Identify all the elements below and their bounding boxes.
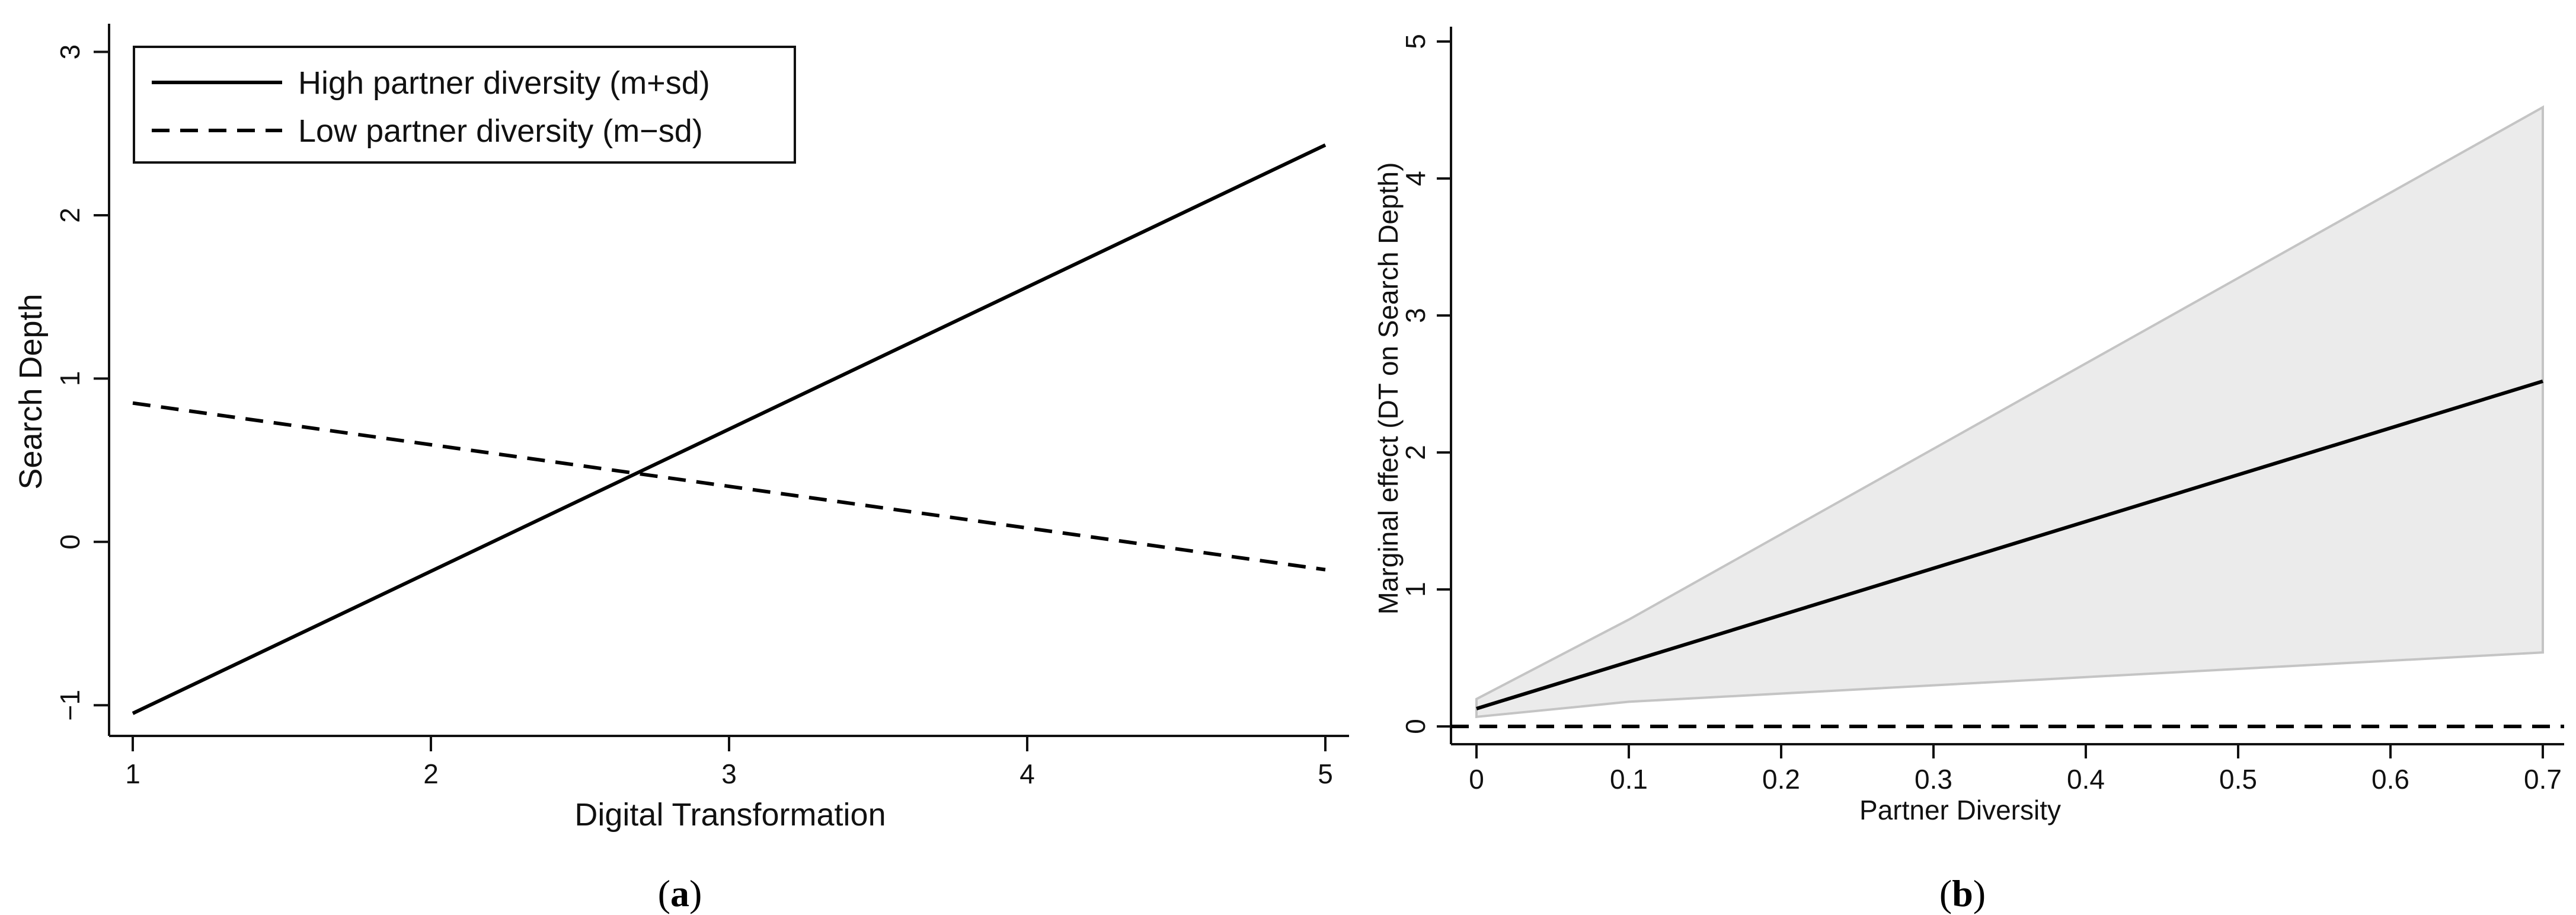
panel-a-x-tick-label: 4	[1019, 758, 1035, 789]
panel-a-x-ticks: 1 2 3 4 5	[125, 736, 1333, 789]
panel-b: 0 0.1 0.2 0.3 0.4 0.5 0.6 0.7 0 1 2 3 4 5 Partner Di…	[1373, 27, 2564, 825]
caption-a: (a)	[658, 872, 702, 914]
panel-a-x-tick-label: 2	[423, 758, 439, 789]
panel-b-x-tick-label: 0	[1469, 764, 1484, 795]
panel-a-x-axis-title: Digital Transformation	[574, 797, 886, 833]
series-line-low-diversity	[132, 401, 1326, 572]
series-line-high-diversity	[132, 143, 1327, 715]
panel-b-x-tick-label: 0.5	[2219, 764, 2257, 795]
panel-a-y-ticks: −1 0 1 2 3	[55, 44, 109, 720]
marginal-effect-line	[1476, 380, 2543, 710]
panel-a: 1 2 3 4 5 −1 0 1 2 3 Digital Transformation Sear…	[13, 24, 1349, 833]
panel-a-y-tick-label: 0	[55, 534, 85, 550]
panel-b-x-tick-label: 0.1	[1610, 764, 1648, 795]
panel-b-x-tick-label: 0.7	[2524, 764, 2562, 795]
panel-a-x-tick-label: 1	[125, 758, 140, 789]
panel-a-y-tick-label: 3	[55, 44, 85, 60]
confidence-band-area	[1475, 105, 2544, 719]
panel-a-y-tick-label: −1	[55, 690, 85, 720]
panel-a-y-tick-label: 1	[55, 371, 85, 387]
panel-b-y-tick-label: 0	[1400, 719, 1431, 734]
panel-a-x-tick-label: 3	[721, 758, 737, 789]
panel-a-y-axis-title: Search Depth	[13, 294, 49, 489]
panel-a-legend: High partner diversity (m+sd) Low partne…	[133, 46, 796, 164]
panel-b-y-tick-label: 5	[1400, 34, 1431, 49]
panel-b-x-tick-label: 0.3	[1915, 764, 1952, 795]
panel-b-x-tick-label: 0.6	[2372, 764, 2409, 795]
panel-b-x-tick-label: 0.4	[2067, 764, 2105, 795]
panel-a-series	[132, 143, 1327, 715]
panel-a-y-tick-label: 2	[55, 208, 85, 223]
panel-a-x-tick-label: 5	[1318, 758, 1333, 789]
panel-b-y-ticks: 0 1 2 3 4 5	[1400, 34, 1451, 734]
panel-b-y-tick-label: 3	[1400, 308, 1431, 323]
panel-b-y-tick-label: 2	[1400, 445, 1431, 460]
panel-b-x-ticks: 0 0.1 0.2 0.3 0.4 0.5 0.6 0.7	[1469, 744, 2562, 795]
caption-b: (b)	[1939, 872, 1986, 914]
panel-b-y-axis-title: Marginal effect (DT on Search Depth)	[1373, 162, 1404, 615]
legend-box	[133, 46, 796, 164]
panel-b-confidence-band	[1475, 105, 2544, 719]
panel-b-x-axis-title: Partner Diversity	[1859, 795, 2061, 825]
panel-b-series	[1476, 380, 2543, 710]
legend-label-low-diversity: Low partner diversity (m−sd)	[298, 113, 703, 149]
legend-label-high-diversity: High partner diversity (m+sd)	[298, 65, 710, 101]
panel-b-y-tick-label: 1	[1400, 582, 1431, 597]
panel-b-x-tick-label: 0.2	[1762, 764, 1800, 795]
panel-b-y-tick-label: 4	[1400, 171, 1431, 186]
